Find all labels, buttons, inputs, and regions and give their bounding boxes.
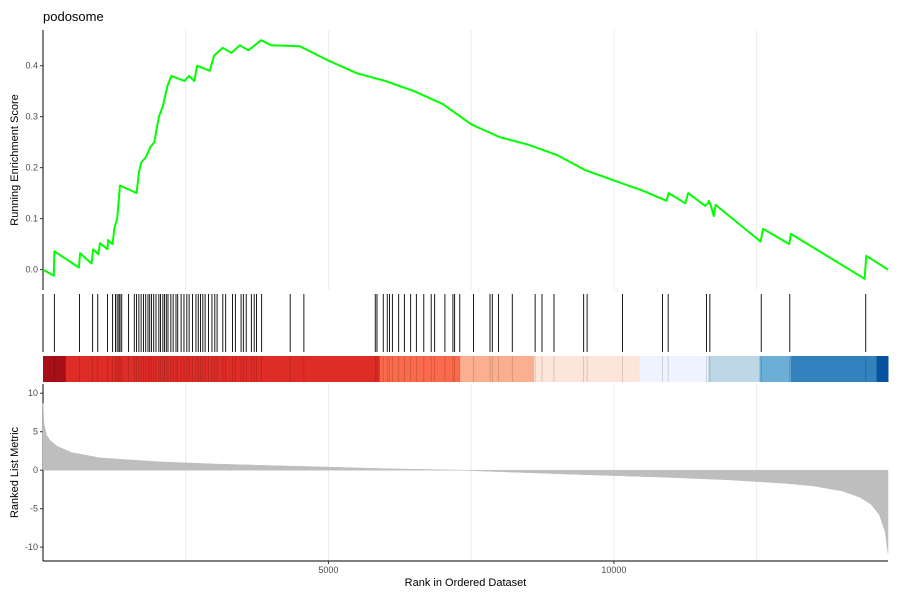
rank-color-segment	[533, 356, 641, 382]
rank-color-segment	[639, 356, 709, 382]
ranked-metric-area	[42, 403, 889, 554]
x-axis-label: Rank in Ordered Dataset	[405, 577, 527, 589]
es-y-tick-label: 0.1	[25, 214, 38, 224]
es-y-tick-label: 0.2	[25, 163, 38, 173]
es-y-axis-label: Running Enrichment Score	[9, 94, 21, 225]
rank-color-segment	[459, 356, 535, 382]
metric-y-tick-label: -10	[25, 542, 38, 552]
metric-y-axis-label: Ranked List Metric	[9, 426, 21, 518]
metric-y-tick-label: -5	[30, 504, 38, 514]
rank-color-segment	[379, 356, 461, 382]
x-tick-label: 5000	[318, 565, 338, 575]
chart-title: podosome	[43, 9, 104, 24]
es-y-tick-label: 0.0	[25, 265, 38, 275]
es-y-tick-label: 0.3	[25, 112, 38, 122]
rank-color-segment	[43, 356, 67, 382]
running-enrichment-line	[42, 39, 889, 280]
rank-color-segment	[708, 356, 761, 382]
rank-color-segment	[790, 356, 878, 382]
rank-color-segment	[876, 356, 889, 382]
metric-y-tick-label: 10	[28, 388, 38, 398]
rank-color-segment	[65, 356, 381, 382]
es-y-tick-label: 0.4	[25, 61, 38, 71]
metric-y-tick-label: 0	[33, 465, 38, 475]
x-tick-label: 10000	[601, 565, 626, 575]
metric-y-tick-label: 5	[33, 427, 38, 437]
rank-color-segment	[759, 356, 792, 382]
